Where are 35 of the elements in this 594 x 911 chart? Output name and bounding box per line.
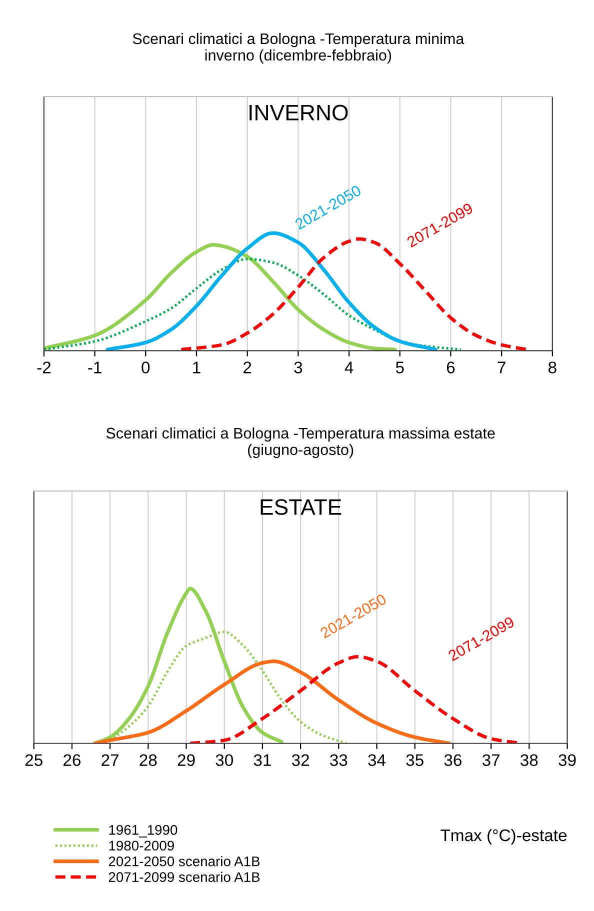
x-tick-label: 25	[25, 754, 42, 766]
legend-label: 2021-2050 scenario A1B	[108, 856, 260, 866]
x-tick-label: 4	[344, 362, 354, 374]
x-tick-label: 29	[178, 754, 195, 766]
legend-label: 1980-2009	[109, 840, 174, 851]
x-tick-label: 5	[396, 362, 404, 374]
chart-title: Scenari climatici a Bologna -Temperatura minima inverno (dicembre-febbraio)	[132, 32, 464, 64]
chart-title: Scenari climatici a Bologna -Temperatura massima estate (giugno-agosto)	[106, 427, 495, 458]
x-tick-label: 28	[140, 754, 157, 766]
x-tick-label: 6	[446, 362, 455, 374]
x-tick-label: -2	[37, 362, 51, 374]
x-tick-label: 1	[193, 362, 200, 374]
x-tick-label: 27	[102, 754, 118, 766]
x-tick-label: 3	[294, 362, 302, 374]
x-tick-label: 39	[558, 754, 576, 766]
x-tick-label: 30	[216, 754, 233, 766]
x-axis-title: Tmax (°C)-estate	[440, 828, 567, 845]
x-tick-label: 32	[292, 754, 309, 766]
x-tick-label: 37	[482, 754, 500, 766]
x-tick-label: 8	[548, 362, 556, 374]
x-tick-label: 0	[142, 362, 150, 374]
chart-subtitle: ESTATE	[260, 499, 342, 515]
chart-subtitle: INVERNO	[250, 104, 348, 121]
legend-label: 1961_1990	[109, 825, 178, 838]
x-tick-label: 31	[254, 754, 271, 766]
x-tick-label: 33	[330, 754, 348, 766]
x-tick-label: 26	[64, 754, 80, 766]
x-tick-label: 35	[406, 754, 424, 766]
x-tick-label: 36	[444, 754, 462, 766]
x-tick-label: -1	[88, 362, 102, 374]
x-tick-label: 2	[244, 362, 252, 374]
x-tick-label: 34	[368, 754, 386, 766]
x-tick-label: 7	[498, 362, 506, 374]
x-tick-label: 38	[520, 754, 538, 766]
legend-label: 2071-2099 scenario A1B	[108, 872, 260, 882]
